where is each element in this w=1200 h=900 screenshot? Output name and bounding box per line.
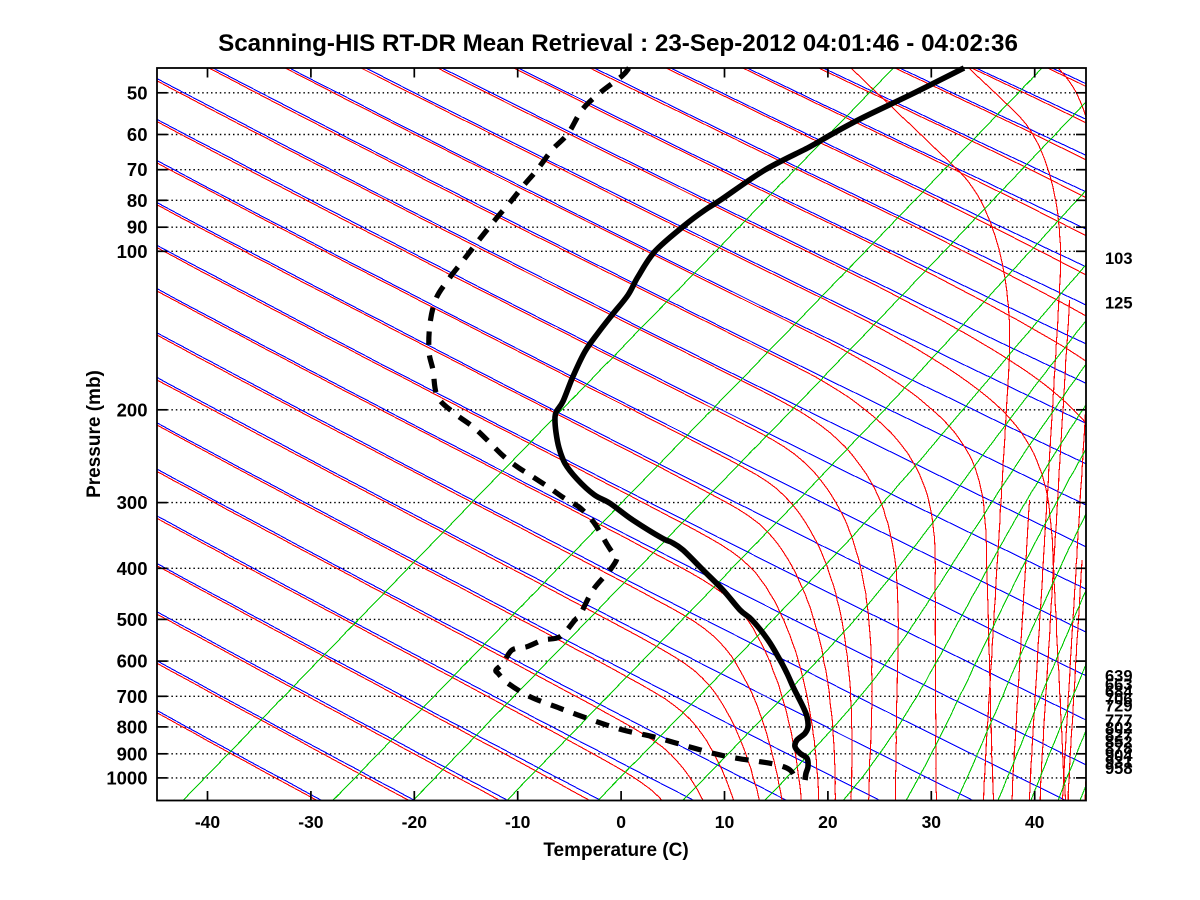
svg-text:0: 0: [616, 812, 626, 832]
svg-text:827: 827: [1105, 727, 1133, 745]
svg-text:100: 100: [117, 241, 148, 262]
svg-text:1000: 1000: [106, 767, 147, 788]
svg-text:90: 90: [127, 217, 148, 238]
svg-text:-30: -30: [298, 812, 324, 832]
svg-text:852: 852: [1105, 733, 1133, 751]
svg-text:-10: -10: [505, 812, 531, 832]
svg-text:50: 50: [127, 82, 148, 103]
svg-text:729: 729: [1105, 698, 1133, 716]
svg-text:684: 684: [1105, 683, 1133, 701]
svg-text:Pressure (mb): Pressure (mb): [84, 370, 105, 498]
svg-text:639: 639: [1105, 668, 1133, 686]
svg-text:80: 80: [127, 190, 148, 211]
svg-text:900: 900: [117, 743, 148, 764]
svg-text:10: 10: [715, 812, 735, 832]
svg-text:70: 70: [127, 159, 148, 180]
svg-text:-20: -20: [402, 812, 428, 832]
svg-text:103: 103: [1105, 250, 1133, 268]
svg-text:600: 600: [117, 651, 148, 672]
svg-text:300: 300: [117, 492, 148, 513]
svg-text:400: 400: [117, 558, 148, 579]
svg-text:802: 802: [1105, 719, 1133, 737]
svg-text:800: 800: [117, 716, 148, 737]
svg-text:125: 125: [1105, 294, 1133, 312]
svg-text:878: 878: [1105, 740, 1133, 758]
svg-text:20: 20: [818, 812, 838, 832]
svg-text:-40: -40: [195, 812, 221, 832]
svg-text:Scanning-HIS RT-DR Mean Retrie: Scanning-HIS RT-DR Mean Retrieval : 23-S…: [218, 30, 1018, 57]
svg-text:60: 60: [127, 124, 148, 145]
svg-text:663: 663: [1105, 676, 1133, 694]
svg-text:Temperature (C): Temperature (C): [543, 840, 688, 861]
svg-text:30: 30: [922, 812, 942, 832]
svg-text:200: 200: [117, 399, 148, 420]
svg-text:706: 706: [1105, 690, 1133, 708]
svg-text:904: 904: [1105, 747, 1133, 765]
svg-text:40: 40: [1025, 812, 1045, 832]
svg-text:777: 777: [1105, 712, 1133, 730]
svg-text:700: 700: [117, 686, 148, 707]
svg-text:958: 958: [1105, 760, 1133, 778]
svg-text:931: 931: [1105, 754, 1133, 772]
svg-text:500: 500: [117, 609, 148, 630]
